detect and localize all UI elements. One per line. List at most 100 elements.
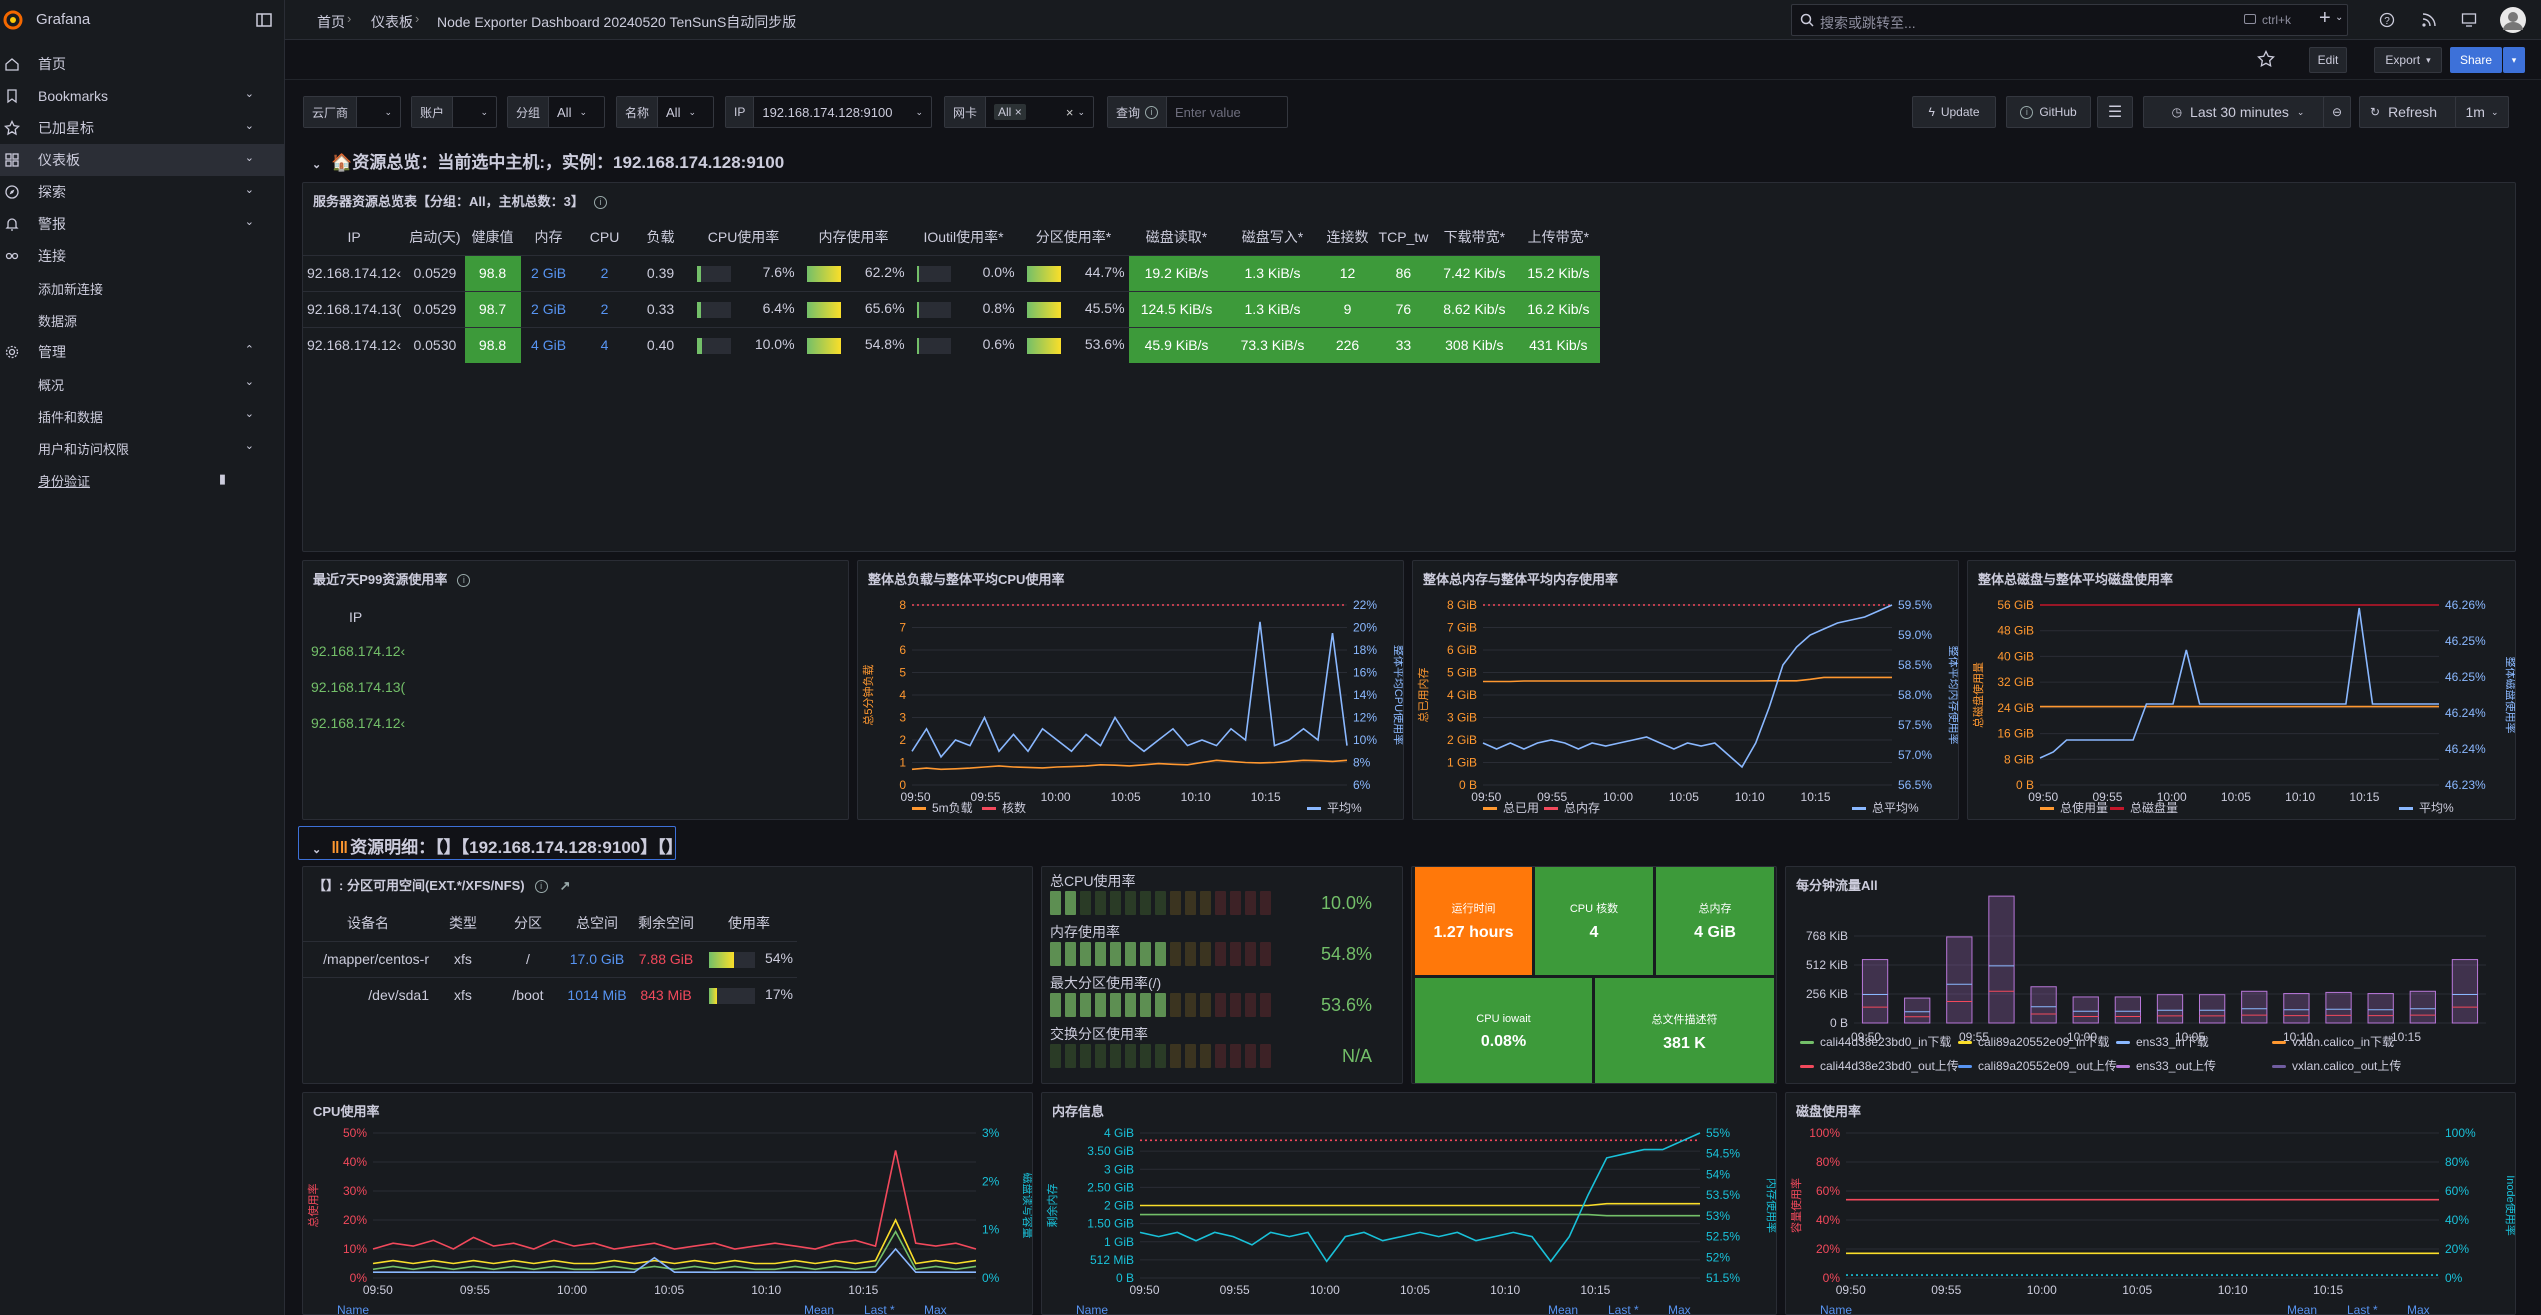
bookmark-icon[interactable]: ▮	[218, 471, 226, 486]
column-header[interactable]: 磁盘读取*	[1145, 228, 1208, 245]
column-header[interactable]: IOutil使用率*	[923, 228, 1004, 245]
series-line-3[interactable]	[373, 1247, 976, 1273]
column-header[interactable]: 内存使用率	[818, 228, 889, 245]
var-nic-chip[interactable]: All ×	[994, 104, 1026, 120]
series-line-2[interactable]	[2039, 607, 2439, 759]
legend-col-name[interactable]: Name	[1820, 1303, 1852, 1315]
traffic-bar[interactable]	[2367, 993, 2394, 1024]
help-icon[interactable]: ?	[2379, 12, 2395, 28]
legend-col-name[interactable]: Name	[1076, 1303, 1108, 1315]
row-detail-header[interactable]: ⌄ ǁǁ 资源明细：【】【192.168.174.128:9100】【】	[312, 833, 683, 858]
sidebar-item-6[interactable]: 连接	[0, 240, 284, 272]
legend-item[interactable]: 总磁盘量	[2110, 800, 2178, 815]
sidebar-item-10[interactable]: 概况 ⌄	[0, 368, 284, 400]
legend-item[interactable]: 总使用量	[2040, 800, 2108, 815]
traffic-bar[interactable]	[1946, 936, 1973, 1024]
info-icon[interactable]: i	[534, 880, 548, 894]
chevron-down-icon[interactable]: ⌄	[244, 184, 254, 196]
sidebar-item-7[interactable]: 添加新连接	[0, 272, 284, 304]
column-header[interactable]: 类型	[449, 914, 477, 931]
column-header[interactable]: IP	[347, 228, 361, 245]
menu-icon[interactable]: ☰	[2097, 96, 2133, 128]
refresh-interval-picker[interactable]: 1m ⌄	[2455, 96, 2509, 128]
legend-col-max[interactable]: Max	[924, 1303, 947, 1315]
grafana-logo-icon[interactable]	[2, 9, 24, 31]
table-row[interactable]: 92.168.174.12‹ 0.0529 98.8 2 GiB 2 0.39 7.6% 62…	[303, 254, 1601, 291]
legend-col-mean[interactable]: Mean	[1548, 1303, 1578, 1315]
cpu-usage-svg[interactable]: 0% 10% 20% 30% 40% 50% 0% 1% 2% 3% 09:50 09:55 10:00…	[303, 1115, 1033, 1315]
edit-button[interactable]: Edit	[2309, 47, 2347, 73]
info-icon[interactable]: i	[457, 574, 471, 588]
series-line-0[interactable]	[372, 1150, 977, 1250]
legend-col-last[interactable]: Last *	[1608, 1303, 1639, 1315]
column-header[interactable]: 启动(天)	[409, 228, 461, 245]
chart-disk-svg[interactable]: 0 B 8 GiB 16 GiB 24 GiB 32 GiB 40 GiB 48 GiB 56…	[1968, 587, 2516, 820]
column-header[interactable]: 连接数	[1326, 228, 1369, 245]
var-name[interactable]: 名称 All ⌄	[616, 96, 714, 128]
series-line-2[interactable]	[911, 621, 1348, 759]
chevron-down-icon[interactable]: ⌄	[244, 120, 254, 132]
chevron-down-icon[interactable]: ⌄	[2335, 12, 2344, 23]
column-header[interactable]: CPU	[589, 228, 620, 245]
dock-menu-icon[interactable]	[256, 12, 272, 28]
column-header[interactable]: 使用率	[728, 914, 770, 931]
legend-item[interactable]: 总平均%	[1852, 801, 1919, 815]
chevron-down-icon[interactable]: ⌄	[244, 152, 254, 164]
legend-col-name[interactable]: Name	[337, 1303, 369, 1315]
traffic-bar[interactable]	[2283, 993, 2310, 1024]
time-range-picker[interactable]: ◷ Last 30 minutes ⌄	[2143, 96, 2333, 128]
chevron-down-icon[interactable]: ⌄	[244, 440, 254, 452]
collapse-chevron-icon[interactable]: ⌄	[312, 159, 322, 171]
traffic-bar[interactable]	[2198, 994, 2226, 1024]
legend-item[interactable]: ens33_out上传	[2116, 1057, 2216, 1074]
var-query[interactable]: 查询 i Enter value	[1107, 96, 1288, 128]
legend-col-last[interactable]: Last *	[2347, 1303, 2378, 1315]
clear-icon[interactable]: ×	[1065, 104, 1074, 120]
column-header[interactable]: 健康值	[471, 228, 514, 245]
external-link-icon[interactable]: ↗	[559, 878, 571, 893]
star-icon[interactable]	[2257, 50, 2275, 68]
zoom-out-icon[interactable]: ⊖	[2323, 96, 2351, 128]
var-ip[interactable]: IP 192.168.174.128:9100 ⌄	[725, 96, 932, 128]
traffic-bar[interactable]	[1988, 895, 2015, 1024]
chevron-down-icon[interactable]: ⌄	[244, 216, 254, 228]
legend-item[interactable]: 总内存	[1544, 801, 1600, 815]
traffic-bar[interactable]	[2156, 994, 2184, 1024]
sidebar-item-9[interactable]: 管理 ⌃	[0, 336, 284, 368]
row-overview-header[interactable]: ⌄ 🏠资源总览：当前选中主机:，实例：192.168.174.128:9100	[312, 148, 784, 173]
chip-remove-icon[interactable]: ×	[1014, 105, 1022, 119]
sidebar-item-2[interactable]: 已加星标 ⌄	[0, 112, 284, 144]
legend-col-mean[interactable]: Mean	[2287, 1303, 2317, 1315]
chevron-up-icon[interactable]: ⌃	[244, 344, 254, 356]
legend-col-max[interactable]: Max	[1668, 1303, 1691, 1315]
column-header[interactable]: 上传带宽*	[1527, 228, 1590, 245]
traffic-bar[interactable]	[2072, 996, 2099, 1024]
chart-load-svg[interactable]: 0 1 2 3 4 5 6 7 8 6% 8% 10% 12% 14% 16% 18% 20% 22% 09:50 0…	[858, 587, 1404, 820]
column-header[interactable]: 下载带宽*	[1443, 228, 1506, 245]
legend-col-mean[interactable]: Mean	[804, 1303, 834, 1315]
series-line-1[interactable]	[372, 1218, 977, 1265]
chevron-down-icon[interactable]: ⌄	[244, 408, 254, 420]
column-header[interactable]: TCP_tw	[1378, 228, 1429, 245]
sidebar-item-5[interactable]: 警报 ⌄	[0, 208, 284, 240]
traffic-bar[interactable]	[1861, 959, 1889, 1024]
chart-mem-svg[interactable]: 0 B 1 GiB 2 GiB 3 GiB 4 GiB 5 GiB 6 GiB 7 GiB 8 …	[1413, 587, 1959, 820]
sidebar-item-12[interactable]: 用户和访问权限 ⌄	[0, 432, 284, 464]
legend-item[interactable]: vxlan.calico_in下载	[2272, 1033, 2394, 1050]
column-header[interactable]: 分区使用率*	[1035, 228, 1112, 245]
monitor-icon[interactable]	[2461, 12, 2477, 28]
table-row[interactable]: /dev/sda1 xfs/boot 1014 MiB 843 MiB 17%	[303, 976, 797, 1013]
series-line-0[interactable]	[911, 759, 1348, 771]
sidebar-item-4[interactable]: 探索 ⌄	[0, 176, 284, 208]
avatar[interactable]	[2499, 6, 2527, 34]
disk-usage-svg[interactable]: 0% 20% 40% 60% 80% 100% 0% 20% 40% 60% 80% 100% 09:5…	[1786, 1115, 2516, 1315]
table-row[interactable]: 92.168.174.12‹ 0.0530 98.8 4 GiB 4 0.40 10.0% 5…	[303, 326, 1601, 363]
collapse-chevron-icon[interactable]: ⌄	[312, 844, 322, 856]
traffic-bar[interactable]	[2409, 990, 2436, 1024]
column-header[interactable]: 负载	[646, 228, 675, 245]
add-icon[interactable]: +	[2319, 7, 2331, 29]
legend-item[interactable]: cali89a20552e09_in下载	[1958, 1033, 2109, 1050]
legend-item[interactable]: 核数	[982, 800, 1026, 815]
share-button[interactable]: Share	[2450, 47, 2502, 73]
legend-item[interactable]: 总已用	[1483, 801, 1539, 815]
